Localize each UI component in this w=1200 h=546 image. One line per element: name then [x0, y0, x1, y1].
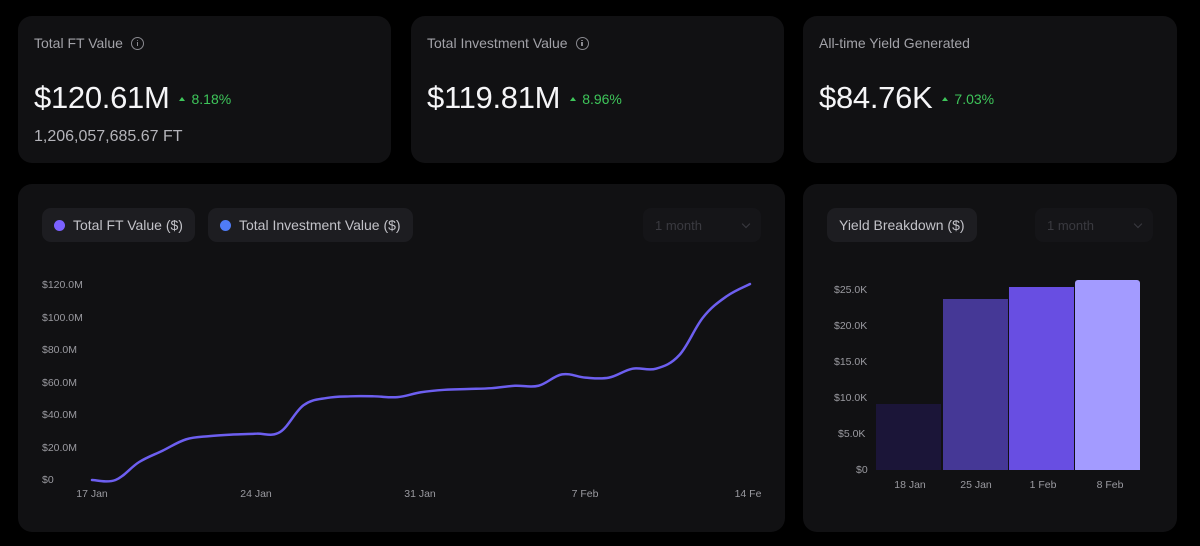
- info-icon[interactable]: [575, 36, 589, 50]
- bar-8-feb[interactable]: [1075, 279, 1140, 470]
- stat-title-label: Total Investment Value: [427, 35, 568, 51]
- x-tick: 1 Feb: [1029, 479, 1057, 491]
- y-tick: $100.0M: [42, 312, 83, 324]
- y-tick: $0: [856, 464, 868, 476]
- x-tick: 31 Jan: [404, 488, 436, 500]
- stat-subvalue: 1,206,057,685.67 FT: [34, 128, 183, 145]
- range-dropdown[interactable]: 1 month: [643, 208, 761, 242]
- y-tick: $10.0K: [834, 392, 868, 404]
- y-tick: $80.0M: [42, 344, 78, 356]
- arrow-up-icon: [942, 97, 949, 101]
- total-ft-value-line: [90, 282, 752, 483]
- stat-title: Total FT Value: [34, 35, 144, 51]
- bar-18-jan[interactable]: [876, 403, 941, 470]
- bar-1-feb[interactable]: [1009, 287, 1074, 470]
- stat-value: $120.61M: [34, 80, 170, 115]
- x-tick: 14 Fe: [734, 488, 762, 500]
- legend-total-investment-value[interactable]: Total Investment Value ($): [208, 208, 413, 242]
- bar-25-jan[interactable]: [943, 299, 1008, 470]
- y-tick: $40.0M: [42, 409, 78, 421]
- legend-dot-icon: [220, 219, 231, 231]
- stat-title-label: All-time Yield Generated: [819, 35, 970, 51]
- stat-change: 8.96%: [570, 91, 622, 107]
- chevron-down-icon: [1133, 219, 1143, 228]
- arrow-up-icon: [570, 97, 577, 101]
- y-tick: $25.0K: [834, 284, 868, 296]
- stat-card-all-time-yield: All-time Yield Generated $84.76K 7.03%: [803, 16, 1177, 163]
- y-tick: $5.0K: [838, 428, 866, 440]
- y-tick: $0: [42, 474, 54, 486]
- y-tick: $15.0K: [834, 356, 868, 368]
- y-tick: $20.0K: [834, 320, 868, 332]
- x-tick: 17 Jan: [76, 488, 108, 500]
- range-dropdown[interactable]: 1 month: [1035, 208, 1153, 242]
- stat-title: All-time Yield Generated: [819, 35, 970, 51]
- stat-change: 8.18%: [179, 91, 231, 107]
- y-tick: $120.0M: [42, 279, 83, 291]
- x-tick: 24 Jan: [240, 488, 272, 500]
- legend-total-ft-value[interactable]: Total FT Value ($): [42, 208, 195, 242]
- x-tick: 7 Feb: [571, 488, 599, 500]
- value-chart-panel: Total FT Value ($) Total Investment Valu…: [18, 184, 785, 532]
- x-tick: 25 Jan: [960, 479, 992, 491]
- stat-card-total-investment-value: Total Investment Value $119.81M 8.96%: [411, 16, 784, 163]
- legend-dot-icon: [54, 219, 65, 231]
- stat-value: $84.76K: [819, 80, 933, 115]
- stat-card-total-ft-value: Total FT Value $120.61M 8.18% 1,206,057,…: [18, 16, 391, 163]
- x-tick: 18 Jan: [894, 479, 926, 491]
- stat-change: 7.03%: [942, 91, 994, 107]
- y-tick: $20.0M: [42, 442, 78, 454]
- info-icon[interactable]: [130, 36, 144, 50]
- legend-yield-breakdown[interactable]: Yield Breakdown ($): [827, 208, 977, 242]
- stat-title-label: Total FT Value: [34, 35, 123, 51]
- stat-title: Total Investment Value: [427, 35, 589, 51]
- x-tick: 8 Feb: [1096, 479, 1124, 491]
- stat-value: $119.81M: [427, 80, 561, 115]
- y-tick: $60.0M: [42, 377, 78, 389]
- arrow-up-icon: [179, 97, 186, 101]
